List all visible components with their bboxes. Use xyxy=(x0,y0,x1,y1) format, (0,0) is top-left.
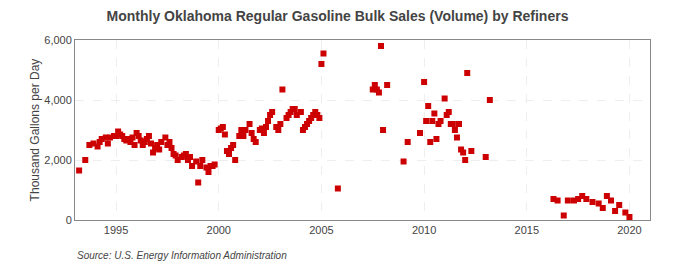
svg-text:2015: 2015 xyxy=(515,224,539,236)
svg-text:2000: 2000 xyxy=(207,224,231,236)
svg-text:2005: 2005 xyxy=(309,224,333,236)
svg-text:Thousand Gallons per Day: Thousand Gallons per Day xyxy=(28,59,42,202)
svg-text:Source: U.S. Energy Informatio: Source: U.S. Energy Information Administ… xyxy=(77,250,287,261)
svg-text:0: 0 xyxy=(66,214,72,226)
svg-text:1995: 1995 xyxy=(104,224,128,236)
svg-text:2,000: 2,000 xyxy=(44,154,72,166)
svg-text:Monthly Oklahoma Regular Gasol: Monthly Oklahoma Regular Gasoline Bulk S… xyxy=(107,8,569,24)
svg-text:6,000: 6,000 xyxy=(44,34,72,46)
svg-text:2010: 2010 xyxy=(412,224,436,236)
svg-text:4,000: 4,000 xyxy=(44,94,72,106)
svg-text:2020: 2020 xyxy=(617,224,641,236)
